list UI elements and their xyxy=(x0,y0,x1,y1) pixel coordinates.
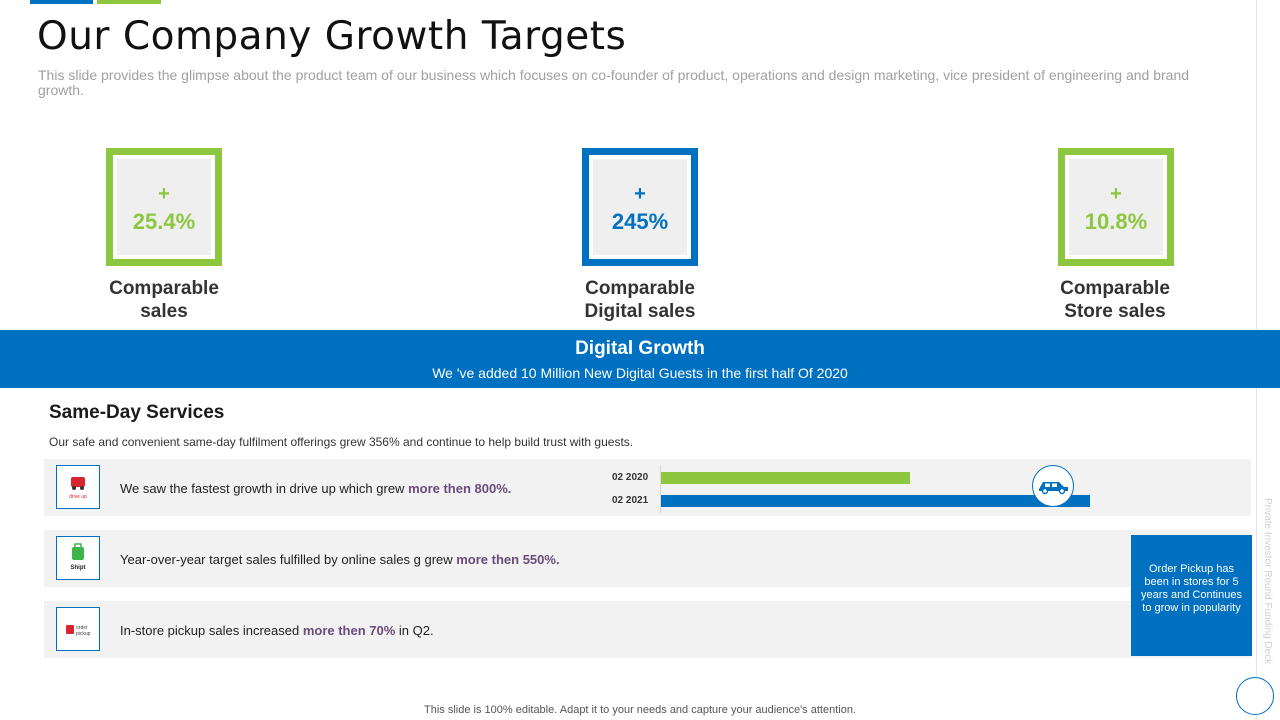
kpi-value: 25.4% xyxy=(132,209,196,234)
order-pickup-icon: order pickup xyxy=(56,607,100,651)
order-pickup-note: Order Pickup has been in stores for 5 ye… xyxy=(1131,535,1252,656)
bar-label-2020: 02 2020 xyxy=(612,472,649,483)
chart-axis-line xyxy=(660,465,661,513)
kpi-box-comparable-sales: + 25.4% xyxy=(106,148,222,266)
page-title: Our Company Growth Targets xyxy=(37,14,627,59)
digital-growth-banner xyxy=(0,330,1280,388)
kpi-plus-sign: + xyxy=(634,183,646,205)
footer-note: This slide is 100% editable. Adapt it to… xyxy=(424,704,856,716)
vertical-deck-title: Private Investor Round Funding Deck xyxy=(1262,498,1273,665)
top-accent-bar-green xyxy=(97,0,161,4)
banner-title: Digital Growth xyxy=(575,338,705,359)
kpi-value: 245% xyxy=(611,209,669,234)
section-description: Our safe and convenient same-day fulfilm… xyxy=(49,435,634,449)
list-item-text: Year-over-year target sales fulfilled by… xyxy=(120,552,560,567)
bar-2021 xyxy=(661,495,1090,507)
kpi-plus-sign: + xyxy=(1110,183,1122,205)
list-item-text: We saw the fastest growth in drive up wh… xyxy=(120,481,512,496)
list-item-text: In-store pickup sales increased more the… xyxy=(120,623,434,638)
svg-text:pickup: pickup xyxy=(76,631,91,637)
kpi-value: 10.8% xyxy=(1084,209,1148,234)
kpi-label-comparable-sales: Comparable sales xyxy=(109,278,219,322)
kpi-label-comparable-store-sales: Comparable Store sales xyxy=(1060,278,1170,322)
banner-subtitle: We 've added 10 Million New Digital Gues… xyxy=(432,365,848,381)
corner-circle-decoration xyxy=(1236,677,1274,715)
page-subtitle: This slide provides the glimpse about th… xyxy=(38,67,1190,98)
car-icon xyxy=(1032,465,1074,507)
top-accent-bar-blue xyxy=(30,0,93,4)
kpi-box-comparable-digital-sales: + 245% xyxy=(582,148,698,266)
bar-2020 xyxy=(661,472,910,484)
kpi-plus-sign: + xyxy=(158,183,170,205)
list-item: order pickup In-store pickup sales incre… xyxy=(44,601,1251,658)
kpi-box-comparable-store-sales: + 10.8% xyxy=(1058,148,1174,266)
svg-text:order: order xyxy=(76,625,88,631)
list-item: Shipt Year-over-year target sales fulfil… xyxy=(44,530,1251,587)
shipt-icon: Shipt xyxy=(56,536,100,580)
svg-text:drive up: drive up xyxy=(69,494,87,500)
kpi-label-comparable-digital-sales: Comparable Digital sales xyxy=(584,278,696,322)
growth-bar-chart: 02 2020 02 2021 xyxy=(600,465,1100,513)
svg-text:Shipt: Shipt xyxy=(71,565,86,571)
section-title: Same-Day Services xyxy=(49,402,225,423)
drive-up-icon: drive up xyxy=(56,465,100,509)
bar-label-2021: 02 2021 xyxy=(612,495,649,506)
